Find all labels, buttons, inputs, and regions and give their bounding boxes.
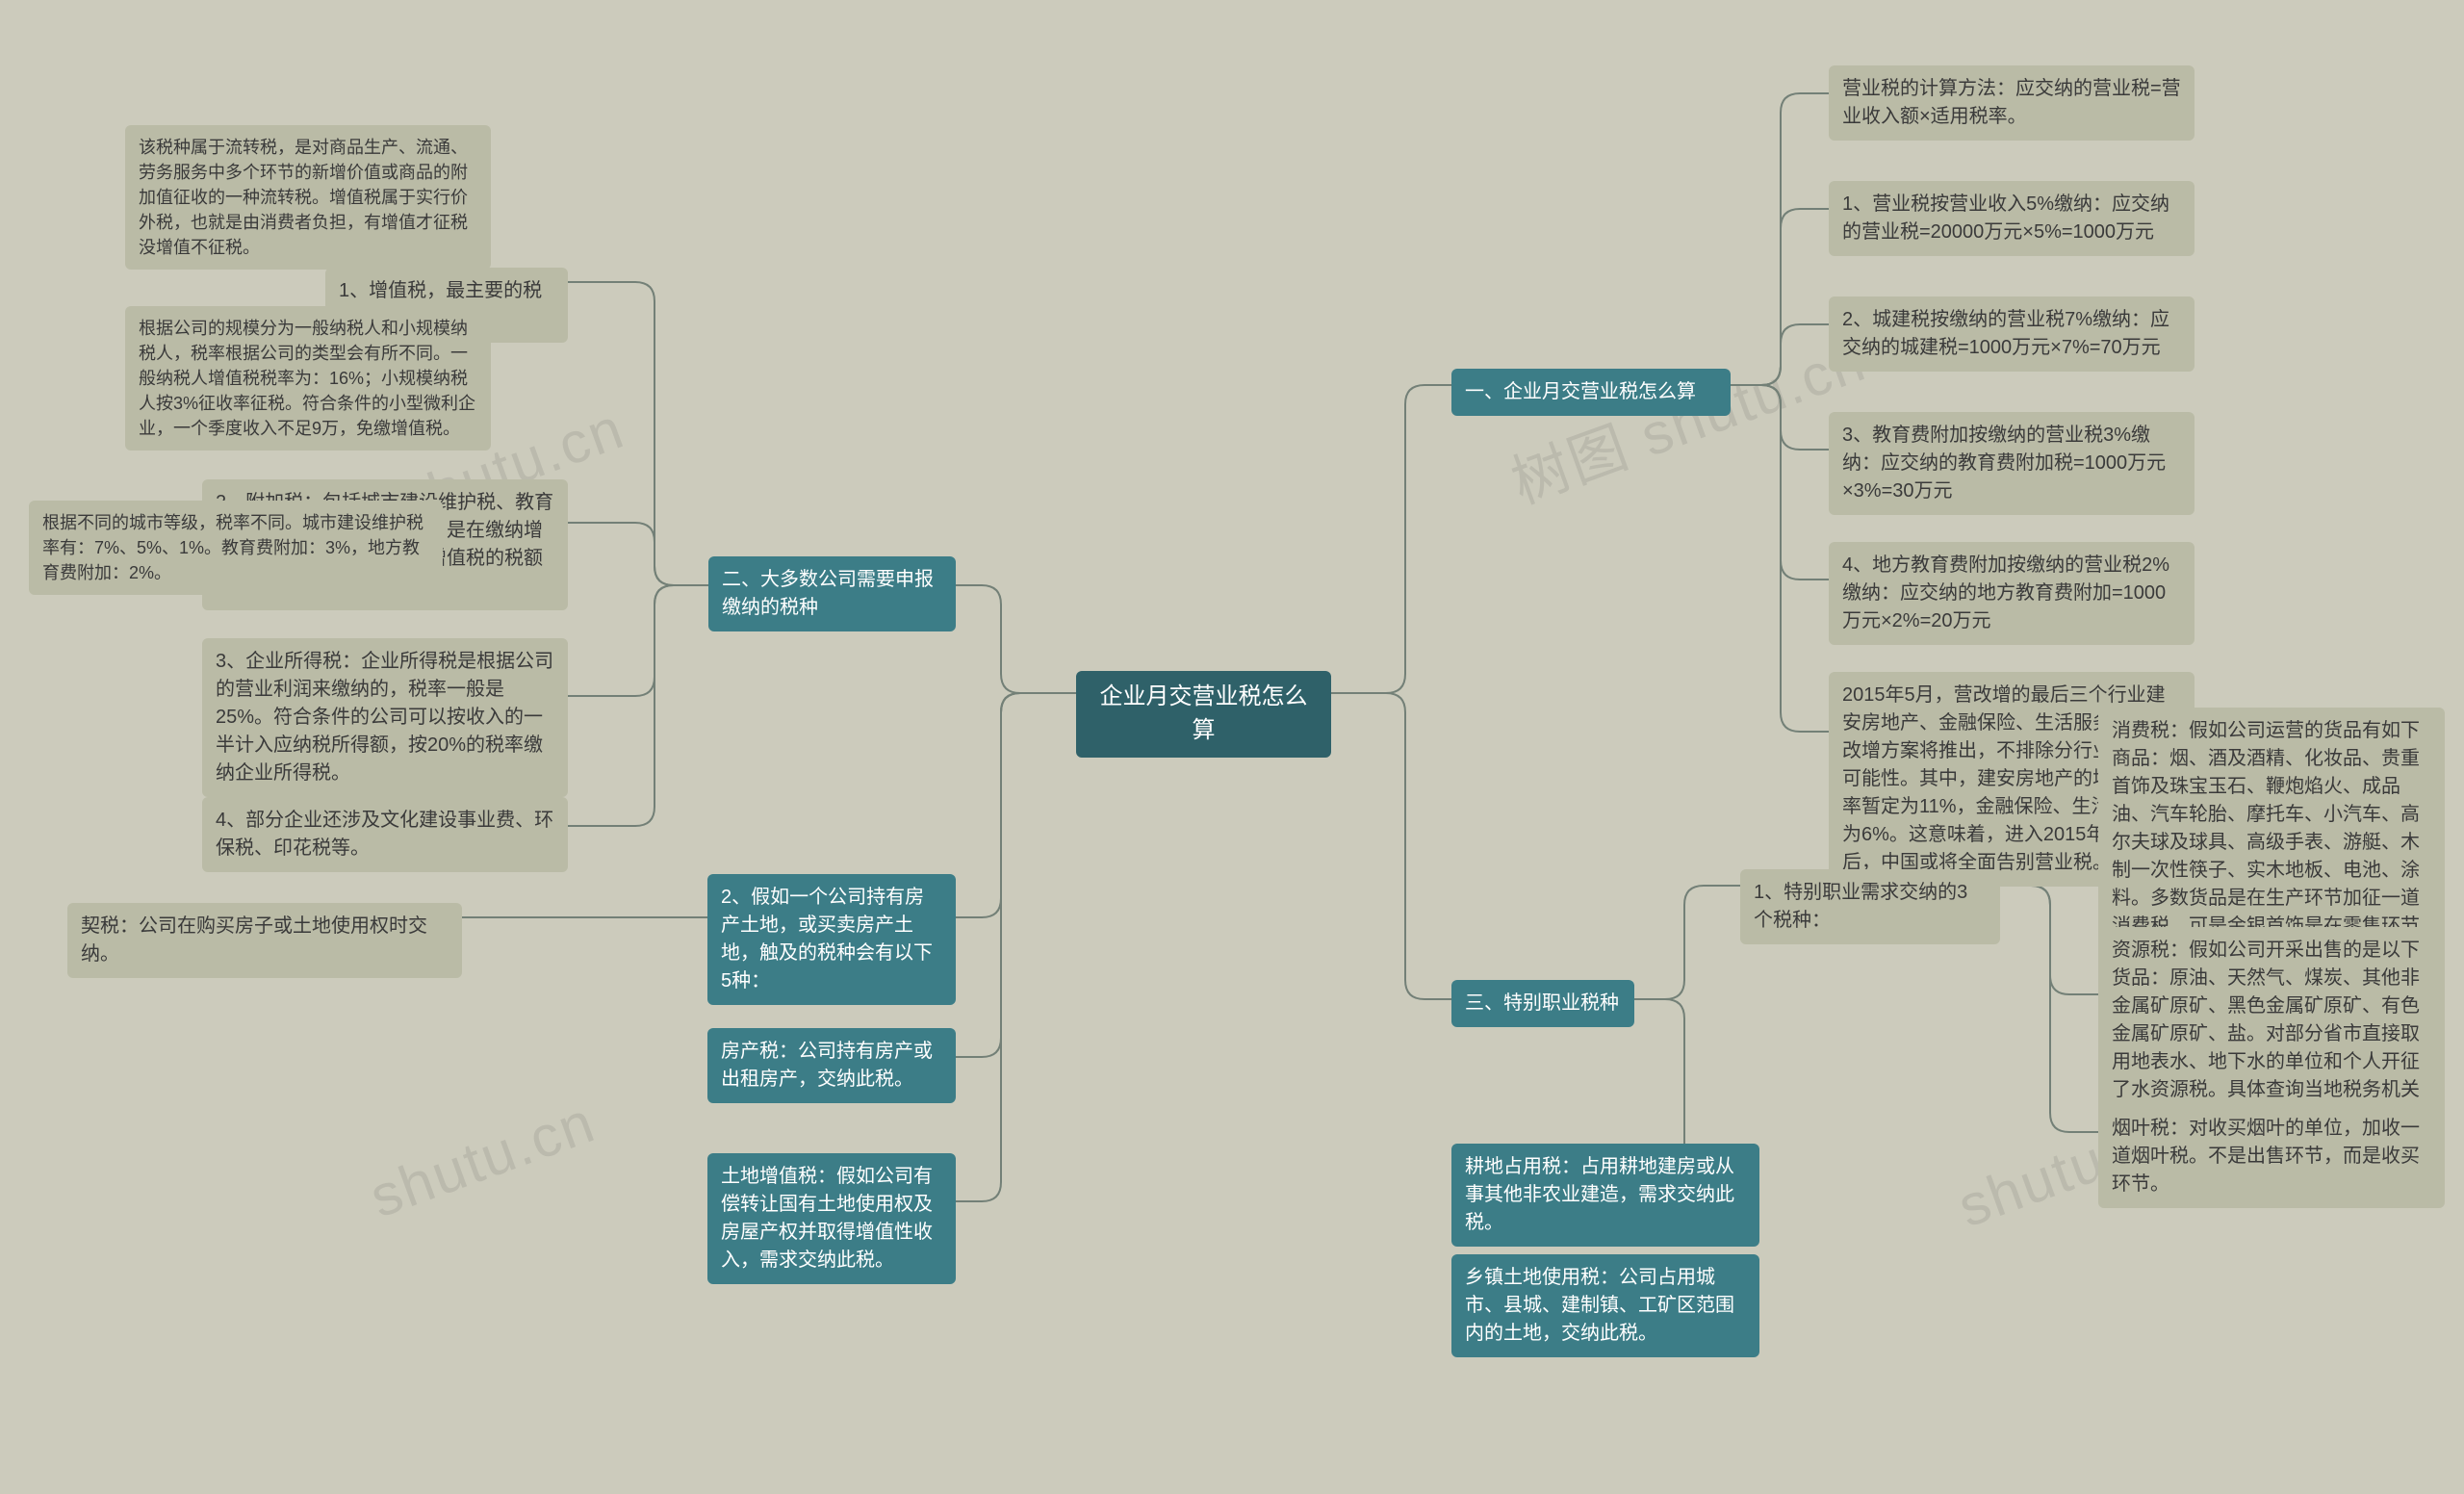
b2-gc: 根据公司的规模分为一般纳税人和小规模纳税人，税率根据公司的类型会有所不同。一般纳… <box>125 306 491 451</box>
b2-r3: 房产税：公司持有房产或出租房产，交纳此税。 <box>707 1028 956 1103</box>
b1-leaf: 3、教育费附加按缴纳的营业税3%缴纳：应交纳的教育费附加税=1000万元×3%=… <box>1829 412 2194 515</box>
b2-r4: 土地增值税：假如公司有偿转让国有土地使用权及房屋产权并取得增值性收入，需求交纳此… <box>707 1153 956 1284</box>
b1-leaf: 营业税的计算方法：应交纳的营业税=营业收入额×适用税率。 <box>1829 65 2194 141</box>
b3-c1: 1、特别职业需求交纳的3个税种： <box>1740 869 2000 944</box>
b2-gc: 该税种属于流转税，是对商品生产、流通、劳务服务中多个环节的新增价值或商品的附加值… <box>125 125 491 270</box>
b2-c4: 4、部分企业还涉及文化建设事业费、环保税、印花税等。 <box>202 797 568 872</box>
b1-leaf: 2、城建税按缴纳的营业税7%缴纳：应交纳的城建税=1000万元×7%=70万元 <box>1829 296 2194 372</box>
b2-gc: 根据不同的城市等级，税率不同。城市建设维护税率有：7%、5%、1%。教育费附加：… <box>29 501 443 595</box>
b1-leaf: 4、地方教育费附加按缴纳的营业税2%缴纳：应交纳的地方教育费附加=1000万元×… <box>1829 542 2194 645</box>
branch-3[interactable]: 三、特别职业税种 <box>1451 980 1634 1027</box>
root-node[interactable]: 企业月交营业税怎么算 <box>1076 671 1331 758</box>
branch-1[interactable]: 一、企业月交营业税怎么算 <box>1451 369 1731 416</box>
b2-r1: 2、假如一个公司持有房产土地，或买卖房产土地，触及的税种会有以下5种： <box>707 874 956 1005</box>
b3-c3: 乡镇土地使用税：公司占用城市、县城、建制镇、工矿区范围内的土地，交纳此税。 <box>1451 1254 1759 1357</box>
b2-r2: 契税：公司在购买房子或土地使用权时交纳。 <box>67 903 462 978</box>
watermark: shutu.cn <box>362 1089 604 1231</box>
b1-leaf: 1、营业税按营业收入5%缴纳：应交纳的营业税=20000万元×5%=1000万元 <box>1829 181 2194 256</box>
b3-c2: 耕地占用税：占用耕地建房或从事其他非农业建造，需求交纳此税。 <box>1451 1144 1759 1247</box>
b2-c3: 3、企业所得税：企业所得税是根据公司的营业利润来缴纳的，税率一般是25%。符合条… <box>202 638 568 797</box>
watermark: 树图 shutu.cn <box>1499 315 1876 521</box>
branch-2[interactable]: 二、大多数公司需要申报缴纳的税种 <box>708 556 956 631</box>
b3-gc: 烟叶税：对收买烟叶的单位，加收一道烟叶税。不是出售环节，而是收买环节。 <box>2098 1105 2445 1208</box>
